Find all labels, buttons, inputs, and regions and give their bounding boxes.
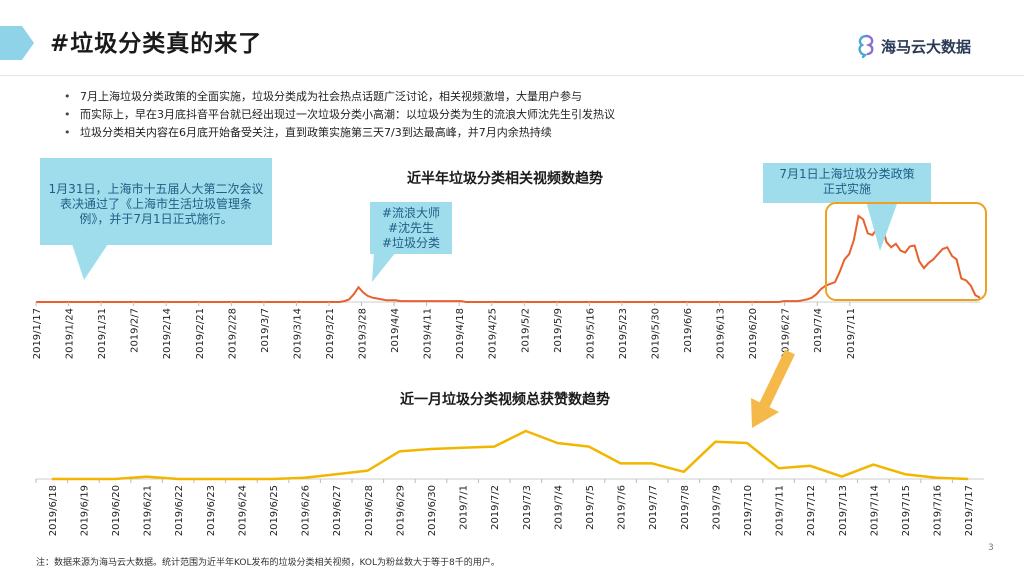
chart2-x-tick-label: 2019/7/11 bbox=[775, 485, 786, 536]
callout-regulation-text: 1月31日，上海市十五届人大第二次会议表决通过了《上海市生活垃圾管理条例》，并于… bbox=[48, 182, 264, 226]
logo-text: 海马云大数据 bbox=[881, 37, 972, 56]
chart1-x-tick-label: 2019/3/14 bbox=[292, 308, 303, 359]
chart1-x-tick-label: 2019/4/25 bbox=[488, 308, 499, 359]
chart2-title: 近一月垃圾分类视频总获赞数趋势 bbox=[400, 392, 610, 408]
callout-regulation-pointer bbox=[72, 244, 108, 280]
callout-hashtags: #流浪大师 #沈先生 #垃圾分类 bbox=[370, 202, 452, 254]
chart2-x-tick-label: 2019/6/18 bbox=[48, 485, 59, 536]
chart1-video-count-trend: 2019/1/17 2019/1/24 2019/1/31 2019/2/7 2019/… bbox=[32, 214, 981, 359]
title-divider bbox=[0, 75, 1024, 76]
chart1-x-tick-label: 2019/4/11 bbox=[423, 308, 434, 359]
chart1-x-tick-label: 2019/2/21 bbox=[195, 308, 206, 359]
bullet-item: 垃圾分类相关内容在6月底开始备受关注，直到政策实施第三天7/3到达最高峰，并7月… bbox=[64, 124, 615, 142]
footnote: 注：数据来源为海马云大数据。统计范围为近半年KOL发布的垃圾分类相关视频，KOL… bbox=[36, 558, 500, 568]
seahorse-logo-icon bbox=[858, 34, 874, 58]
chart2-x-tick-label: 2019/7/16 bbox=[933, 485, 944, 536]
chart2-x-tick-label: 2019/7/13 bbox=[838, 485, 849, 536]
chart1-x-tick-label: 2019/2/14 bbox=[162, 308, 173, 359]
down-arrow-icon bbox=[751, 349, 795, 428]
chart1-x-tick-label: 2019/1/24 bbox=[65, 308, 76, 359]
chart1-x-tick-label: 2019/5/23 bbox=[618, 308, 629, 359]
bullet-list: 7月上海垃圾分类政策的全面实施，垃圾分类成为社会热点话题广泛讨论，相关视频激增，… bbox=[64, 88, 615, 142]
chart1-x-tick-label: 2019/1/17 bbox=[32, 308, 43, 359]
chart1-x-tick-label: 2019/2/28 bbox=[227, 308, 238, 359]
chart2-x-tick-label: 2019/7/9 bbox=[711, 485, 722, 530]
chart2-x-tick-label: 2019/7/12 bbox=[806, 485, 817, 536]
chart2-series-line bbox=[51, 429, 969, 481]
chart2-x-tick-label: 2019/6/25 bbox=[269, 485, 280, 536]
chart2-x-tick-label: 2019/6/26 bbox=[301, 485, 312, 536]
chart2-x-tick-label: 2019/7/15 bbox=[901, 485, 912, 536]
chart2-x-tick-label: 2019/7/14 bbox=[869, 485, 880, 536]
chart1-x-tick-label: 2019/5/16 bbox=[585, 308, 596, 359]
callout-hashtags-pointer bbox=[372, 252, 396, 282]
hashtag-line: #流浪大师 bbox=[381, 206, 441, 220]
chart1-x-tick-label: 2019/2/7 bbox=[130, 308, 141, 353]
chart1-x-tick-label: 2019/4/4 bbox=[390, 308, 401, 353]
chart1-x-tick-label: 2019/1/31 bbox=[97, 308, 108, 359]
page-number: 3 bbox=[988, 543, 994, 553]
chart2-x-tick-label: 2019/6/30 bbox=[427, 485, 438, 536]
hashtag-line: #垃圾分类 bbox=[381, 236, 441, 250]
hashtag-line: #沈先生 bbox=[387, 221, 435, 235]
chart2-x-tick-label: 2019/6/23 bbox=[206, 485, 217, 536]
chart1-series-line bbox=[36, 214, 981, 303]
chart2-x-tick-label: 2019/7/4 bbox=[553, 485, 564, 530]
peak-highlight-box bbox=[825, 202, 987, 301]
callout-policy-pointer bbox=[866, 201, 898, 251]
chart1-title: 近半年垃圾分类相关视频数趋势 bbox=[407, 171, 603, 187]
chart1-x-tick-label: 2019/3/28 bbox=[358, 308, 369, 359]
chart1-x-tick-label: 2019/7/11 bbox=[846, 308, 857, 359]
bullet-item: 7月上海垃圾分类政策的全面实施，垃圾分类成为社会热点话题广泛讨论，相关视频激增，… bbox=[64, 88, 615, 106]
chart1-x-tick-label: 2019/5/2 bbox=[520, 308, 531, 353]
title-accent-tab bbox=[0, 26, 34, 60]
chart1-x-tick-label: 2019/3/21 bbox=[325, 308, 336, 359]
callout-policy-line: 正式实施 bbox=[822, 182, 871, 196]
callout-policy-line: 7月1日上海垃圾分类政策 bbox=[779, 167, 915, 181]
chart2-x-tick-label: 2019/6/19 bbox=[79, 485, 90, 536]
chart2-x-tick-label: 2019/7/5 bbox=[585, 485, 596, 530]
brand-logo: 海马云大数据 bbox=[855, 34, 971, 58]
chart1-x-tick-label: 2019/5/9 bbox=[553, 308, 564, 353]
chart1-x-tick-label: 2019/7/4 bbox=[813, 308, 824, 353]
chart1-x-tick-label: 2019/3/7 bbox=[260, 308, 271, 353]
chart2-x-tick-label: 2019/7/2 bbox=[490, 485, 501, 530]
chart2-x-tick-label: 2019/7/6 bbox=[617, 485, 628, 530]
chart1-x-tick-label: 2019/6/20 bbox=[748, 308, 759, 359]
chart2-x-tick-label: 2019/6/27 bbox=[332, 485, 343, 536]
chart1-x-tick-label: 2019/4/18 bbox=[455, 308, 466, 359]
chart1-x-tick-label: 2019/6/27 bbox=[781, 308, 792, 359]
chart2-x-tick-label: 2019/6/28 bbox=[364, 485, 375, 536]
chart2-x-tick-label: 2019/7/17 bbox=[964, 485, 975, 536]
callout-regulation: 1月31日，上海市十五届人大第二次会议表决通过了《上海市生活垃圾管理条例》，并于… bbox=[40, 158, 272, 245]
bullet-item: 而实际上，早在3月底抖音平台就已经出现过一次垃圾分类小高潮：以垃圾分类为生的流浪… bbox=[64, 106, 615, 124]
chart2-x-tick-label: 2019/7/3 bbox=[522, 485, 533, 530]
chart2-x-tick-label: 2019/6/21 bbox=[143, 485, 154, 536]
chart2-x-tick-label: 2019/6/22 bbox=[174, 485, 185, 536]
callout-policy: 7月1日上海垃圾分类政策 正式实施 bbox=[763, 163, 931, 203]
chart1-x-tick-label: 2019/6/6 bbox=[683, 308, 694, 353]
chart1-x-tick-label: 2019/5/30 bbox=[650, 308, 661, 359]
chart2-x-tick-label: 2019/7/7 bbox=[648, 485, 659, 530]
chart2-x-tick-label: 2019/7/8 bbox=[680, 485, 691, 530]
chart2-x-tick-label: 2019/6/24 bbox=[237, 485, 248, 536]
slide-title: #垃圾分类真的来了 bbox=[50, 31, 263, 57]
chart2-x-tick-label: 2019/6/20 bbox=[111, 485, 122, 536]
chart2-x-tick-label: 2019/7/10 bbox=[743, 485, 754, 536]
chart2-x-tick-label: 2019/6/29 bbox=[395, 485, 406, 536]
chart1-x-tick-label: 2019/6/13 bbox=[716, 308, 727, 359]
chart2-x-tick-label: 2019/7/1 bbox=[459, 485, 470, 530]
